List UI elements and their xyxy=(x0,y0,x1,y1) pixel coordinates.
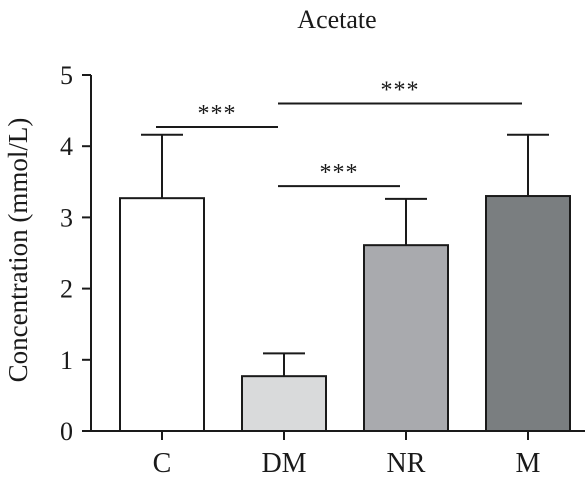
bar-nr xyxy=(363,244,449,432)
significance-label: *** xyxy=(198,101,237,127)
y-tick-label: 0 xyxy=(60,417,73,446)
x-tick-label-dm: DM xyxy=(261,448,306,479)
x-tick-label-m: M xyxy=(516,448,541,479)
y-axis-label: Concentration (mmol/L) xyxy=(3,118,33,383)
x-tick-label-nr: NR xyxy=(387,448,426,479)
chart-title: Acetate xyxy=(297,5,376,34)
y-tick-label: 5 xyxy=(60,61,73,90)
y-tick-label: 2 xyxy=(60,275,73,304)
bar-c xyxy=(119,197,205,432)
y-tick-label: 4 xyxy=(60,132,73,161)
bar-dm xyxy=(241,375,327,432)
bar-m xyxy=(485,195,571,432)
y-tick-label: 1 xyxy=(60,346,73,375)
y-tick-label: 3 xyxy=(60,203,73,232)
significance-label: *** xyxy=(381,77,420,103)
significance-label: *** xyxy=(320,160,359,186)
plot-area: 0 1 2 3 4 5 C DM NR M *** *** *** xyxy=(60,61,585,479)
x-tick-label-c: C xyxy=(153,448,172,479)
